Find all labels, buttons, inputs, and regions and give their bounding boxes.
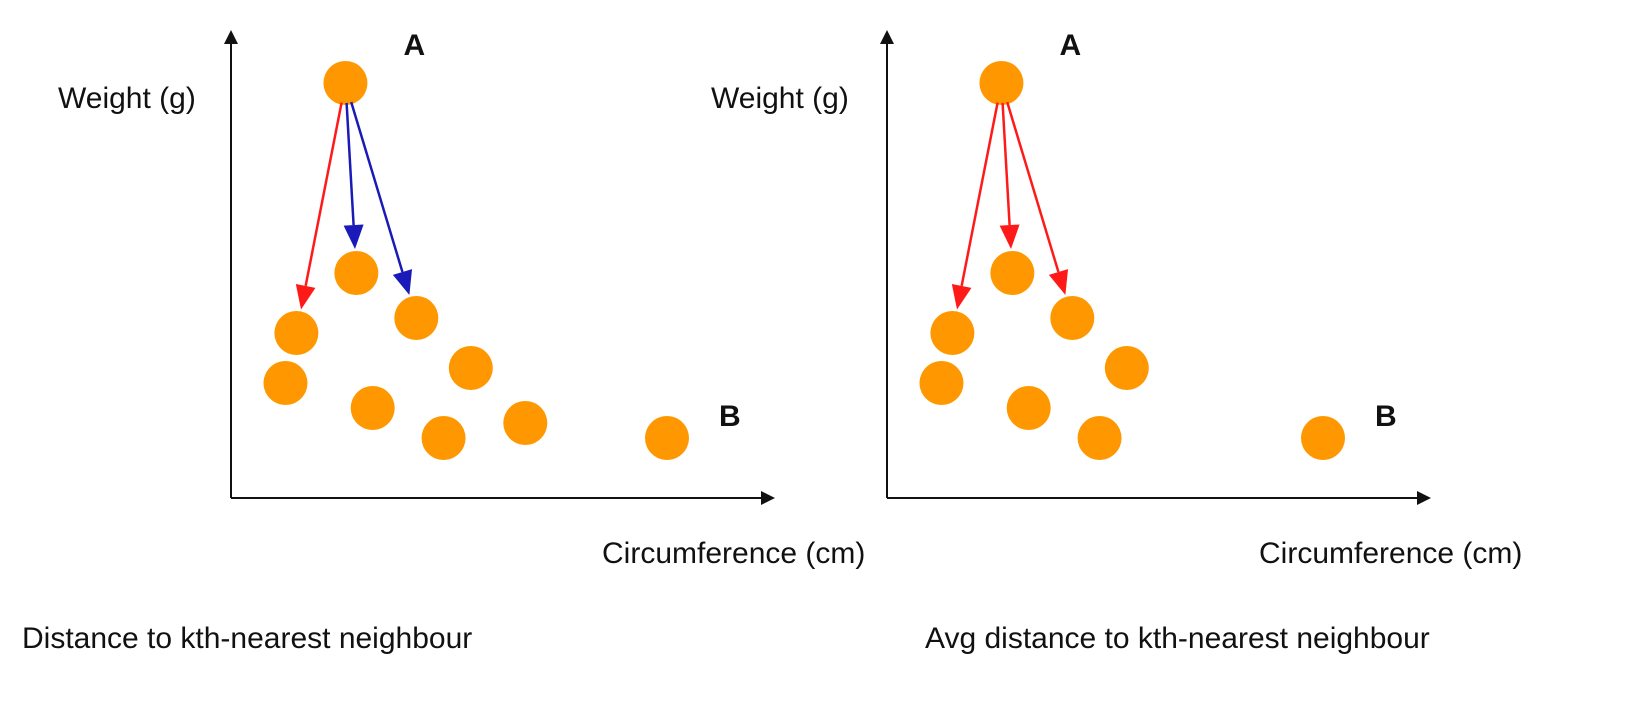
data-point <box>274 311 319 355</box>
point-label-b: B <box>719 400 741 433</box>
data-point <box>334 251 379 295</box>
data-point <box>1006 386 1051 430</box>
neighbour-arrow <box>999 102 1020 250</box>
y-axis-label: Weight (g) <box>58 82 196 115</box>
x-axis-label: Circumference (cm) <box>602 537 866 570</box>
neighbour-arrow <box>1006 101 1069 296</box>
data-point <box>1077 416 1122 460</box>
data-point-a <box>323 61 368 105</box>
right-scatter-plot: AB <box>880 29 1431 505</box>
y-axis-arrowhead <box>224 30 238 44</box>
point-label-b: B <box>1375 400 1397 433</box>
data-point-b <box>1301 416 1345 460</box>
data-point <box>263 361 308 405</box>
x-axis-label: Circumference (cm) <box>1259 537 1523 570</box>
x-axis-arrowhead <box>761 491 775 505</box>
data-point <box>930 311 975 355</box>
data-point <box>503 401 548 445</box>
point-label-a: A <box>1059 29 1081 62</box>
data-point-b <box>645 416 689 460</box>
neighbour-arrow <box>343 102 364 250</box>
data-point <box>1104 346 1149 390</box>
data-point <box>919 361 964 405</box>
neighbour-arrow <box>951 102 999 310</box>
point-label-a: A <box>403 29 425 62</box>
y-axis-arrowhead <box>880 30 894 44</box>
data-point <box>350 386 395 430</box>
x-axis-arrowhead <box>1417 491 1431 505</box>
panel-caption: Distance to kth-nearest neighbour <box>22 622 473 655</box>
data-point <box>1050 296 1095 340</box>
data-point <box>421 416 466 460</box>
data-point <box>394 296 439 340</box>
neighbour-arrow <box>350 101 413 296</box>
y-axis-label: Weight (g) <box>711 82 849 115</box>
neighbour-arrow <box>295 102 343 310</box>
data-point <box>990 251 1035 295</box>
data-point <box>448 346 493 390</box>
data-point-a <box>979 61 1024 105</box>
left-scatter-plot: AB <box>224 29 775 505</box>
panel-caption: Avg distance to kth-nearest neighbour <box>925 622 1430 655</box>
